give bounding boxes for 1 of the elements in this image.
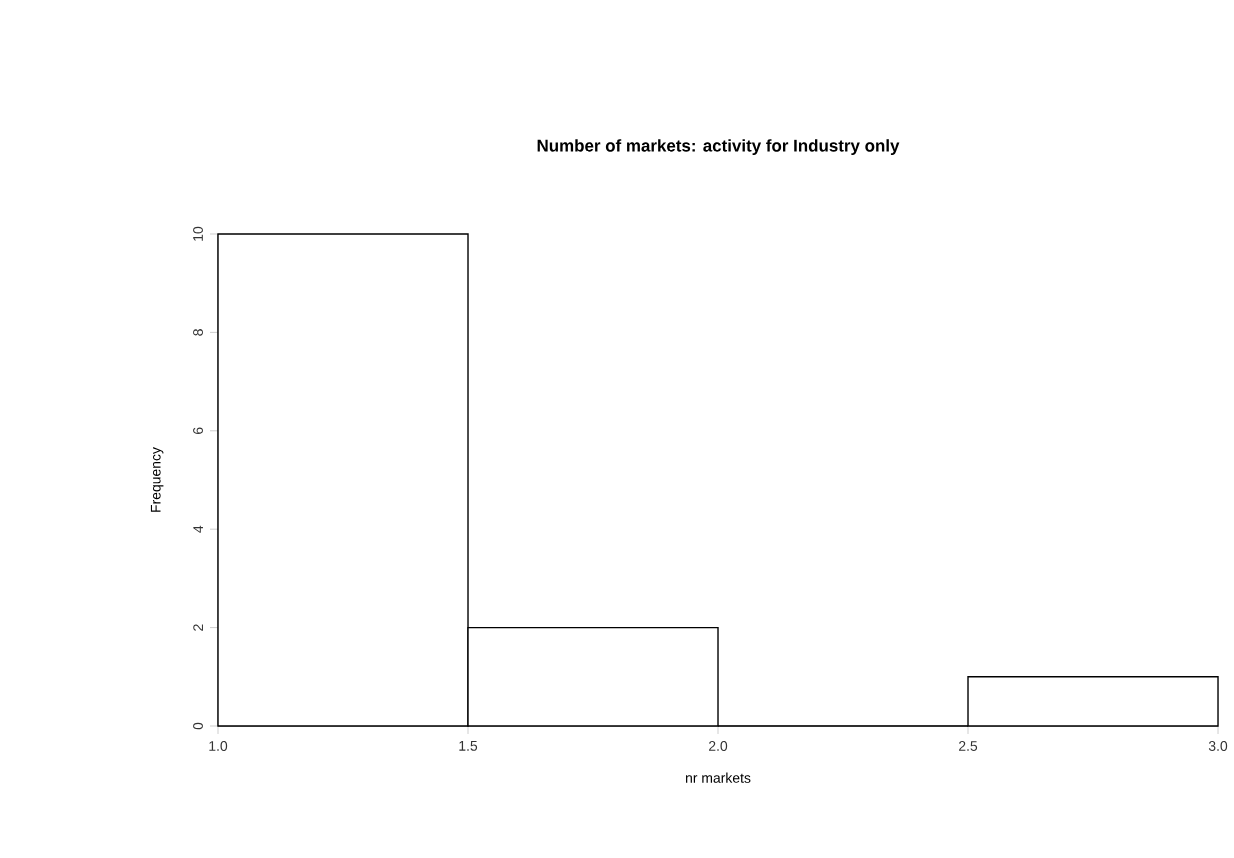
chart-title: Number of markets: activity for Industry only — [537, 139, 900, 155]
